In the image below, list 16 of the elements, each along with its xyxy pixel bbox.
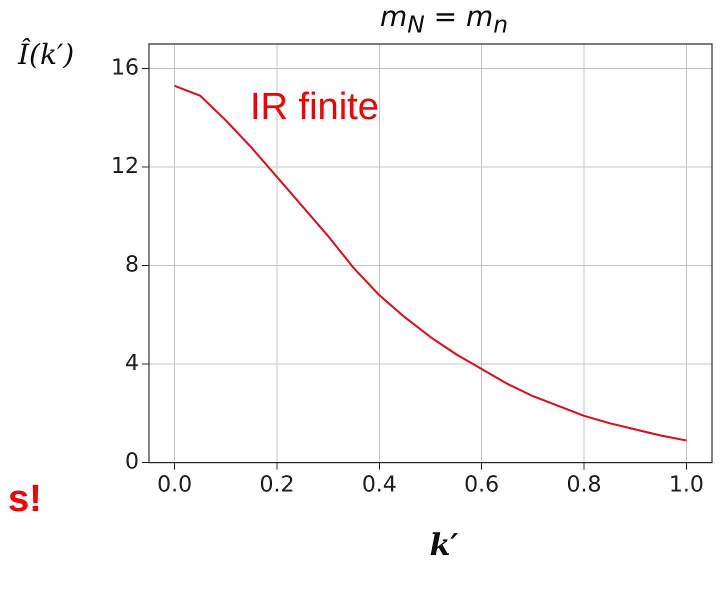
chart-title: m$_{N}$ = m$_{n}$ [378, 0, 510, 41]
y-tick-label: 16 [110, 55, 139, 80]
y-tick-label: 8 [124, 252, 139, 278]
text: s! [8, 478, 42, 521]
x-tick-label: 0.8 [566, 472, 602, 498]
x-tick-label: 0.2 [259, 472, 294, 498]
x-tick-label: 0.6 [464, 472, 500, 498]
x-tick-label: 1.0 [668, 472, 704, 498]
y-tick-label: 4 [124, 350, 139, 376]
y-tick-label: 0 [124, 449, 139, 474]
annotation: IR finite [250, 86, 379, 129]
y-axis-title: Î(k′) [18, 38, 74, 71]
x-axis-title: k′ [428, 528, 460, 563]
x-tick-label: 0.4 [362, 472, 397, 498]
y-tick-label: 12 [110, 154, 139, 179]
x-tick-label: 0.0 [157, 472, 192, 498]
